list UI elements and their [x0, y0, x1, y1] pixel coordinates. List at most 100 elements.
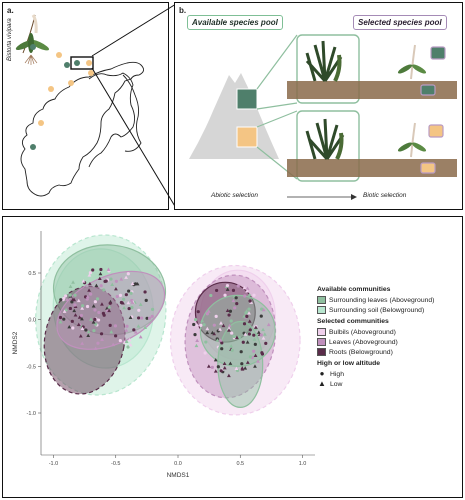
nmds-plot: -1.0 -0.5 0.0 0.5 1.0 0.5 0.0 -0.5 -1.0 NMDS1 NMDS… — [12, 231, 315, 479]
plot-axes: -1.0 -0.5 0.0 0.5 1.0 0.5 0.0 -0.5 -1.0 NMDS1 NMDS… — [12, 231, 315, 479]
data-point — [230, 348, 234, 352]
data-point — [234, 296, 238, 300]
data-point — [242, 314, 247, 318]
legend-item: Surrounding soil (Belowground) — [317, 305, 463, 315]
data-point — [143, 290, 147, 294]
triangle-icon: ▲ — [318, 379, 326, 388]
data-point — [114, 334, 118, 338]
data-point — [126, 300, 131, 305]
data-point — [68, 284, 73, 288]
data-point — [88, 271, 92, 275]
scandinavia-map — [15, 14, 144, 197]
data-point — [97, 276, 102, 281]
y-tick-label: -1.0 — [27, 411, 36, 417]
data-point — [240, 367, 245, 371]
legend-item: Bulbils (Aboveground) — [317, 327, 463, 337]
data-point — [126, 272, 130, 276]
data-point — [264, 341, 268, 345]
data-point — [235, 335, 239, 339]
data-point — [68, 306, 72, 311]
data-point — [247, 332, 251, 336]
x-axis-label: NMDS1 — [167, 472, 190, 479]
data-point — [230, 331, 234, 335]
data-point — [242, 285, 247, 290]
data-point — [229, 319, 233, 323]
legend-swatch — [317, 306, 326, 314]
data-point — [62, 296, 66, 300]
high-zoom-box — [296, 34, 360, 104]
map-zoom-box — [70, 56, 94, 70]
data-point — [73, 303, 77, 307]
data-point — [215, 288, 219, 293]
data-point — [243, 332, 248, 336]
data-point — [79, 313, 84, 318]
data-point — [266, 322, 271, 327]
data-point — [247, 292, 252, 297]
data-point — [205, 326, 210, 331]
data-point — [253, 325, 258, 329]
data-point — [111, 342, 116, 347]
data-point — [93, 308, 97, 312]
data-point — [70, 300, 74, 304]
panel-a-map: a. Bistorta vivipara — [2, 2, 169, 210]
legend-label: Bulbils (Aboveground) — [329, 328, 396, 336]
data-point — [93, 317, 97, 321]
data-point — [63, 294, 68, 298]
data-point — [242, 322, 247, 326]
data-point — [137, 316, 141, 320]
data-point — [70, 319, 74, 323]
data-point — [219, 321, 223, 325]
data-point — [71, 280, 75, 284]
low-altitude-square — [236, 126, 258, 148]
data-point — [80, 306, 85, 310]
data-point — [218, 327, 222, 331]
data-point — [260, 307, 264, 311]
data-point — [194, 343, 199, 348]
data-point — [227, 323, 232, 328]
ellipse — [35, 234, 167, 396]
data-point — [99, 332, 104, 336]
data-point — [228, 309, 233, 313]
abiotic-label: Abiotic selection — [211, 192, 258, 199]
data-point — [262, 332, 267, 336]
data-point — [138, 302, 143, 306]
data-point — [222, 361, 227, 366]
data-point — [252, 337, 257, 341]
data-point — [228, 361, 233, 365]
data-point — [71, 326, 75, 330]
panel-a-label: a. — [7, 6, 14, 15]
legend-label: Surrounding soil (Belowground) — [329, 306, 425, 314]
legend-selected-title: Selected communities — [317, 318, 389, 325]
data-point — [247, 311, 251, 315]
data-point — [150, 314, 154, 318]
data-point — [124, 293, 128, 297]
y-tick-label: -0.5 — [27, 364, 36, 370]
data-point — [254, 332, 259, 336]
data-point — [96, 341, 100, 345]
data-point — [132, 328, 136, 332]
data-point — [62, 317, 66, 321]
data-point — [195, 338, 200, 343]
chart-legend: Available communities Surrounding leaves… — [317, 283, 463, 389]
data-point — [245, 289, 249, 293]
legend-label: High — [330, 370, 344, 378]
data-point — [248, 299, 252, 303]
panel-c-nmds: -1.0 -0.5 0.0 0.5 1.0 0.5 0.0 -0.5 -1.0 NMDS1 NMDS… — [2, 216, 463, 498]
data-point — [261, 307, 266, 312]
legend-swatch — [317, 328, 326, 336]
ordination-ellipses — [35, 234, 301, 416]
data-point — [105, 306, 109, 310]
y-tick-label: 0.5 — [28, 271, 36, 277]
data-point — [259, 333, 263, 337]
data-point — [226, 373, 231, 378]
data-point — [213, 369, 218, 373]
legend-swatch — [317, 348, 326, 356]
data-point — [124, 339, 129, 343]
data-point — [104, 279, 108, 283]
x-tick-label: 1.0 — [299, 461, 307, 467]
data-point — [81, 279, 86, 283]
data-point — [220, 341, 224, 345]
data-point — [199, 323, 203, 327]
data-point — [212, 331, 217, 336]
data-point — [127, 289, 131, 293]
